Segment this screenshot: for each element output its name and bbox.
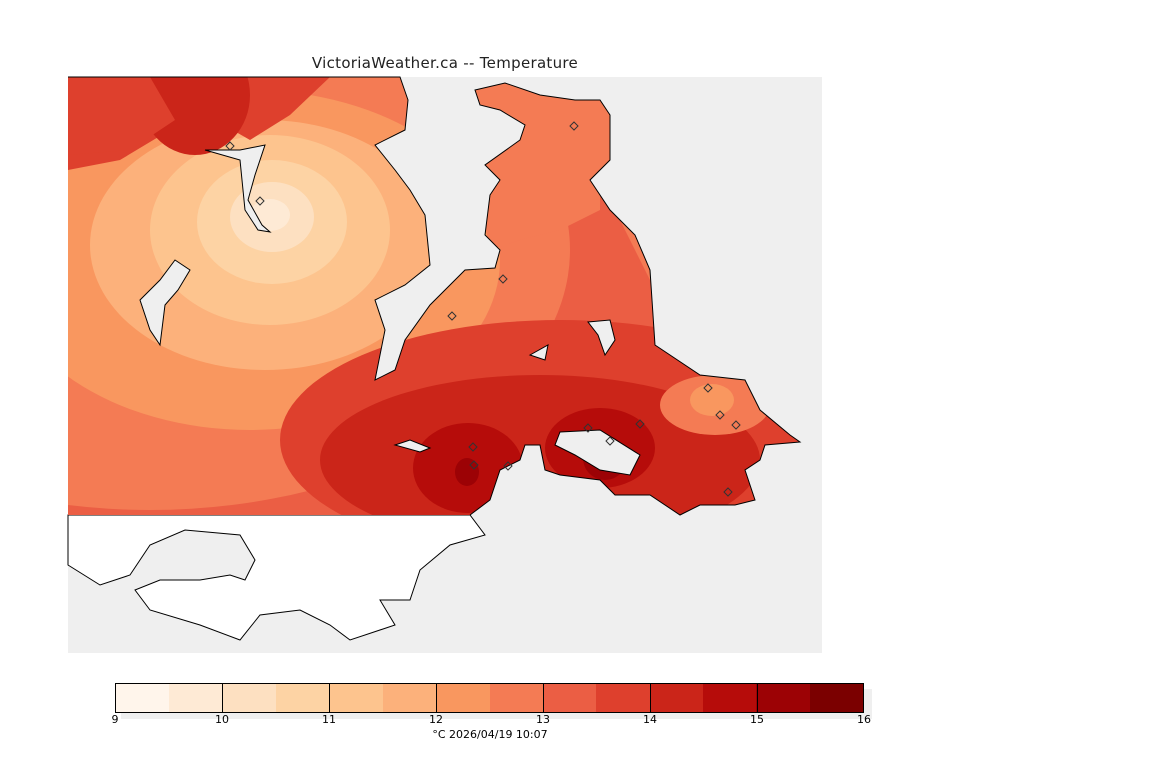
lake [204, 144, 272, 233]
coastline [68, 76, 802, 516]
land-outside-data [67, 514, 486, 641]
colorbar-tick-label: 15 [750, 713, 764, 726]
colorbar-bin [436, 684, 490, 712]
colorbar-tick-label: 14 [643, 713, 657, 726]
colorbar-tick-label: 13 [536, 713, 550, 726]
colorbar-bin [222, 684, 277, 712]
colorbar-bin [116, 684, 170, 712]
colorbar-tick-line [650, 683, 651, 713]
station-marker [703, 383, 713, 393]
map-title: VictoriaWeather.ca -- Temperature [311, 54, 579, 72]
colorbar-tick-label: 10 [215, 713, 229, 726]
colorbar-tick-label: 12 [429, 713, 443, 726]
colorbar-bin [489, 684, 543, 712]
lake [139, 259, 191, 347]
station-marker [255, 196, 265, 206]
station-marker [468, 442, 478, 452]
station-marker [469, 460, 479, 470]
station-marker [731, 420, 741, 430]
colorbar-label: °C 2026/04/19 10:07 [432, 728, 548, 741]
colorbar-bin [649, 684, 703, 712]
station-markers [225, 121, 741, 497]
station-marker [225, 141, 235, 151]
colorbar-tick-line [543, 683, 544, 713]
colorbar-bin [702, 684, 757, 712]
colorbar-tick-label: 11 [322, 713, 336, 726]
lake [528, 344, 549, 361]
harbour [554, 429, 641, 476]
station-marker [447, 311, 457, 321]
colorbar-tick-line [757, 683, 758, 713]
station-marker [723, 487, 733, 497]
colorbar-tick-line [329, 683, 330, 713]
colorbar-tick-line [436, 683, 437, 713]
colorbar-bin [596, 684, 650, 712]
lake [587, 319, 616, 357]
colorbar-bin [276, 684, 330, 712]
station-marker [605, 436, 615, 446]
colorbar-bin [542, 684, 597, 712]
colorbar-bin [382, 684, 437, 712]
station-marker [498, 274, 508, 284]
station-marker [503, 461, 513, 471]
colorbar-bin [756, 684, 810, 712]
colorbar-bin [329, 684, 383, 712]
colorbar-tick-label: 16 [857, 713, 871, 726]
colorbar-bin [809, 684, 864, 712]
colorbar-tick-line [222, 683, 223, 713]
station-marker [569, 121, 579, 131]
station-marker [715, 410, 725, 420]
lake [393, 439, 432, 453]
temperature-map [67, 76, 822, 653]
station-marker [583, 423, 593, 433]
colorbar-bin [169, 684, 223, 712]
station-marker [635, 419, 645, 429]
colorbar [115, 683, 864, 713]
colorbar-tick-label: 9 [111, 713, 119, 726]
